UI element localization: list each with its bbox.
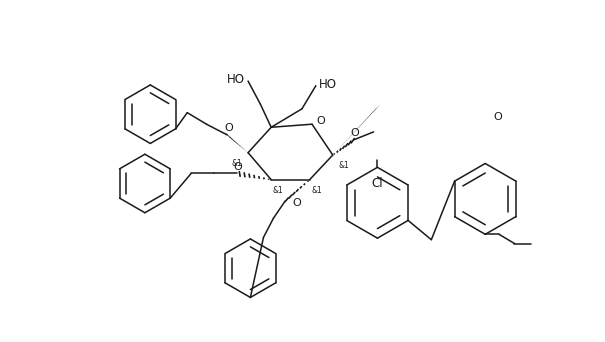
Text: Cl: Cl: [371, 176, 383, 189]
Text: O: O: [493, 112, 502, 122]
Polygon shape: [333, 105, 381, 155]
Text: &1: &1: [339, 161, 350, 170]
Text: O: O: [224, 123, 233, 133]
Text: O: O: [293, 198, 301, 208]
Text: O: O: [351, 129, 359, 139]
Text: HO: HO: [227, 73, 245, 86]
Text: &1: &1: [273, 186, 284, 195]
Text: O: O: [316, 116, 325, 126]
Polygon shape: [225, 132, 248, 153]
Text: HO: HO: [319, 78, 337, 91]
Text: &1: &1: [231, 159, 242, 168]
Text: &1: &1: [311, 186, 322, 195]
Text: O: O: [234, 161, 243, 172]
